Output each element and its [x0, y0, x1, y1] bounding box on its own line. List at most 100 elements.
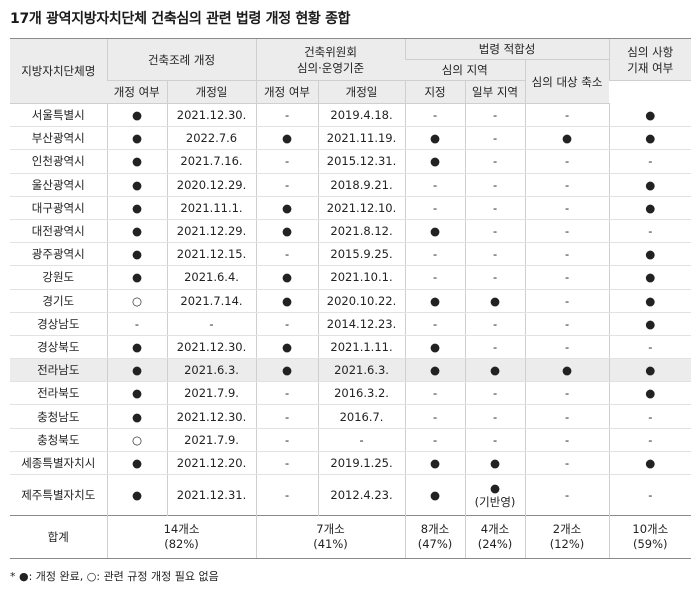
status-cell: 2021.12.31. — [166, 474, 257, 516]
status-cell: 2021.12.29. — [166, 219, 257, 244]
total-designated: 8개소 (47%) — [404, 515, 466, 559]
status-cell: 2021.12.30. — [166, 404, 257, 429]
status-cell: ● — [255, 196, 319, 220]
page-title: 17개 광역지방자치단체 건축심의 관련 법령 개정 현황 종합 — [10, 11, 351, 27]
table-row: 부산광역시 ● 2022.7.6 ● 2021.11.19. ● - ● ● — [10, 126, 692, 151]
header-review-area: 심의 지역 — [405, 59, 526, 81]
status-cell: ● — [404, 335, 466, 360]
status-cell: ● — [404, 149, 466, 174]
status-cell: - — [404, 312, 466, 336]
status-cell: ● — [608, 196, 692, 220]
status-cell: - — [464, 149, 526, 174]
status-cell: - — [524, 289, 610, 313]
status-table: 지방자치단체명 건축조례 개정 건축위원회 심의·운영기준 법령 적합성 심의 사… — [10, 38, 692, 559]
status-cell: 2018.9.21. — [317, 173, 406, 197]
status-cell: ● — [106, 265, 167, 290]
status-cell: ● — [255, 358, 319, 383]
status-cell: - — [255, 474, 319, 516]
partial-area-cell: ● (기반영) — [464, 474, 526, 516]
status-cell: ● — [255, 335, 319, 360]
status-cell: ● — [608, 173, 692, 197]
status-cell: - — [608, 404, 692, 429]
header-ordinance-revised: 개정 여부 — [107, 80, 167, 104]
header-review-items: 심의 사항 기재 여부 — [608, 38, 692, 81]
region-name-cell: 경기도 — [10, 289, 107, 313]
region-name-cell: 전라남도 — [10, 358, 107, 383]
header-designated: 지정 — [404, 80, 466, 104]
status-cell: - — [464, 126, 526, 151]
status-cell: - — [524, 428, 610, 452]
table-row: 전라북도 ● 2021.7.9. -2016.3.2. - - - ● — [10, 381, 692, 406]
status-cell: ● — [106, 358, 167, 383]
status-cell: - — [608, 149, 692, 174]
status-cell: ● — [106, 242, 167, 267]
table-row: 울산광역시 ● 2020.12.29. -2018.9.21. - - - ● — [10, 173, 692, 197]
status-cell: - — [524, 312, 610, 336]
status-cell: ● — [608, 126, 692, 151]
status-cell: - — [404, 242, 466, 267]
status-cell: - — [524, 242, 610, 267]
status-cell: ● — [524, 126, 610, 151]
total-row: 합계 14개소 (82%) 7개소 (41%) 8개소 (47%) 4개소 (24%) … — [10, 515, 692, 559]
status-cell: - — [106, 312, 167, 336]
status-cell: - — [524, 103, 610, 128]
header-committee-revised: 개정 여부 — [255, 80, 319, 104]
status-cell: 2020.10.22. — [317, 289, 406, 313]
status-cell: - — [404, 428, 466, 452]
status-cell: 2022.7.6 — [166, 126, 257, 151]
table-row: 대전광역시 ● 2021.12.29. ● 2021.8.12. ● - - - — [10, 219, 692, 244]
status-cell: ● — [255, 265, 319, 290]
status-cell: - — [524, 149, 610, 174]
status-cell: 2015.9.25. — [317, 242, 406, 267]
status-cell: 2021.11.19. — [317, 126, 406, 151]
table-row: 세종특별자치시 ● 2021.12.20. -2019.1.25. ● ● - ● — [10, 451, 692, 476]
status-cell: - — [608, 474, 692, 516]
status-cell: ● — [404, 474, 466, 516]
region-name-cell: 전라북도 — [10, 381, 107, 406]
status-cell: - — [404, 404, 466, 429]
status-cell: 2012.4.23. — [317, 474, 406, 516]
status-cell: - — [255, 312, 319, 336]
status-cell: ○ — [106, 289, 167, 313]
table-row: 대구광역시 ● 2021.11.1. ● 2021.12.10. - - - ● — [10, 196, 692, 220]
status-cell: - — [404, 196, 466, 220]
status-cell: ● — [524, 358, 610, 383]
status-cell: - — [608, 428, 692, 452]
status-cell: - — [255, 428, 319, 452]
status-cell: - — [255, 103, 319, 128]
status-cell: 2021.8.12. — [317, 219, 406, 244]
status-cell: - — [524, 173, 610, 197]
status-cell: 2021.12.30. — [166, 103, 257, 128]
status-cell: ○ — [106, 428, 167, 452]
header-committee-date: 개정일 — [317, 80, 406, 104]
status-cell: - — [404, 103, 466, 128]
region-name-cell: 서울특별시 — [10, 103, 107, 128]
status-cell: ● — [464, 289, 526, 313]
pre-applied-note: (기반영) — [474, 495, 516, 509]
status-cell: ● — [106, 126, 167, 151]
status-cell: ● — [106, 173, 167, 197]
table-row-highlighted: 전라남도 ● 2021.6.3. ● 2021.6.3. ● ● ● ● — [10, 358, 692, 383]
status-cell: 2016.3.2. — [317, 381, 406, 406]
status-cell: 2021.12.30. — [166, 335, 257, 360]
status-cell: ● — [255, 289, 319, 313]
status-cell: 2021.10.1. — [317, 265, 406, 290]
status-cell: - — [608, 335, 692, 360]
status-cell: 2021.1.11. — [317, 335, 406, 360]
region-name-cell: 인천광역시 — [10, 149, 107, 174]
table-row: 경상남도 - - -2014.12.23. - - - ● — [10, 312, 692, 336]
status-cell: ● — [404, 451, 466, 476]
status-cell: - — [464, 335, 526, 360]
table-row: 강원도 ● 2021.6.4. ● 2021.10.1. - - - ● — [10, 265, 692, 290]
status-cell: - — [255, 404, 319, 429]
region-name-cell: 제주특별자치도 — [10, 474, 107, 516]
status-cell: ● — [464, 451, 526, 476]
status-cell: ● — [608, 312, 692, 336]
status-cell: ● — [608, 242, 692, 267]
status-cell: ● — [106, 219, 167, 244]
status-cell: ● — [106, 196, 167, 220]
status-cell: - — [317, 428, 406, 452]
status-cell: - — [464, 219, 526, 244]
status-cell: ● — [608, 265, 692, 290]
table-row: 충청남도 ● 2021.12.30. -2016.7. - - - - — [10, 404, 692, 429]
